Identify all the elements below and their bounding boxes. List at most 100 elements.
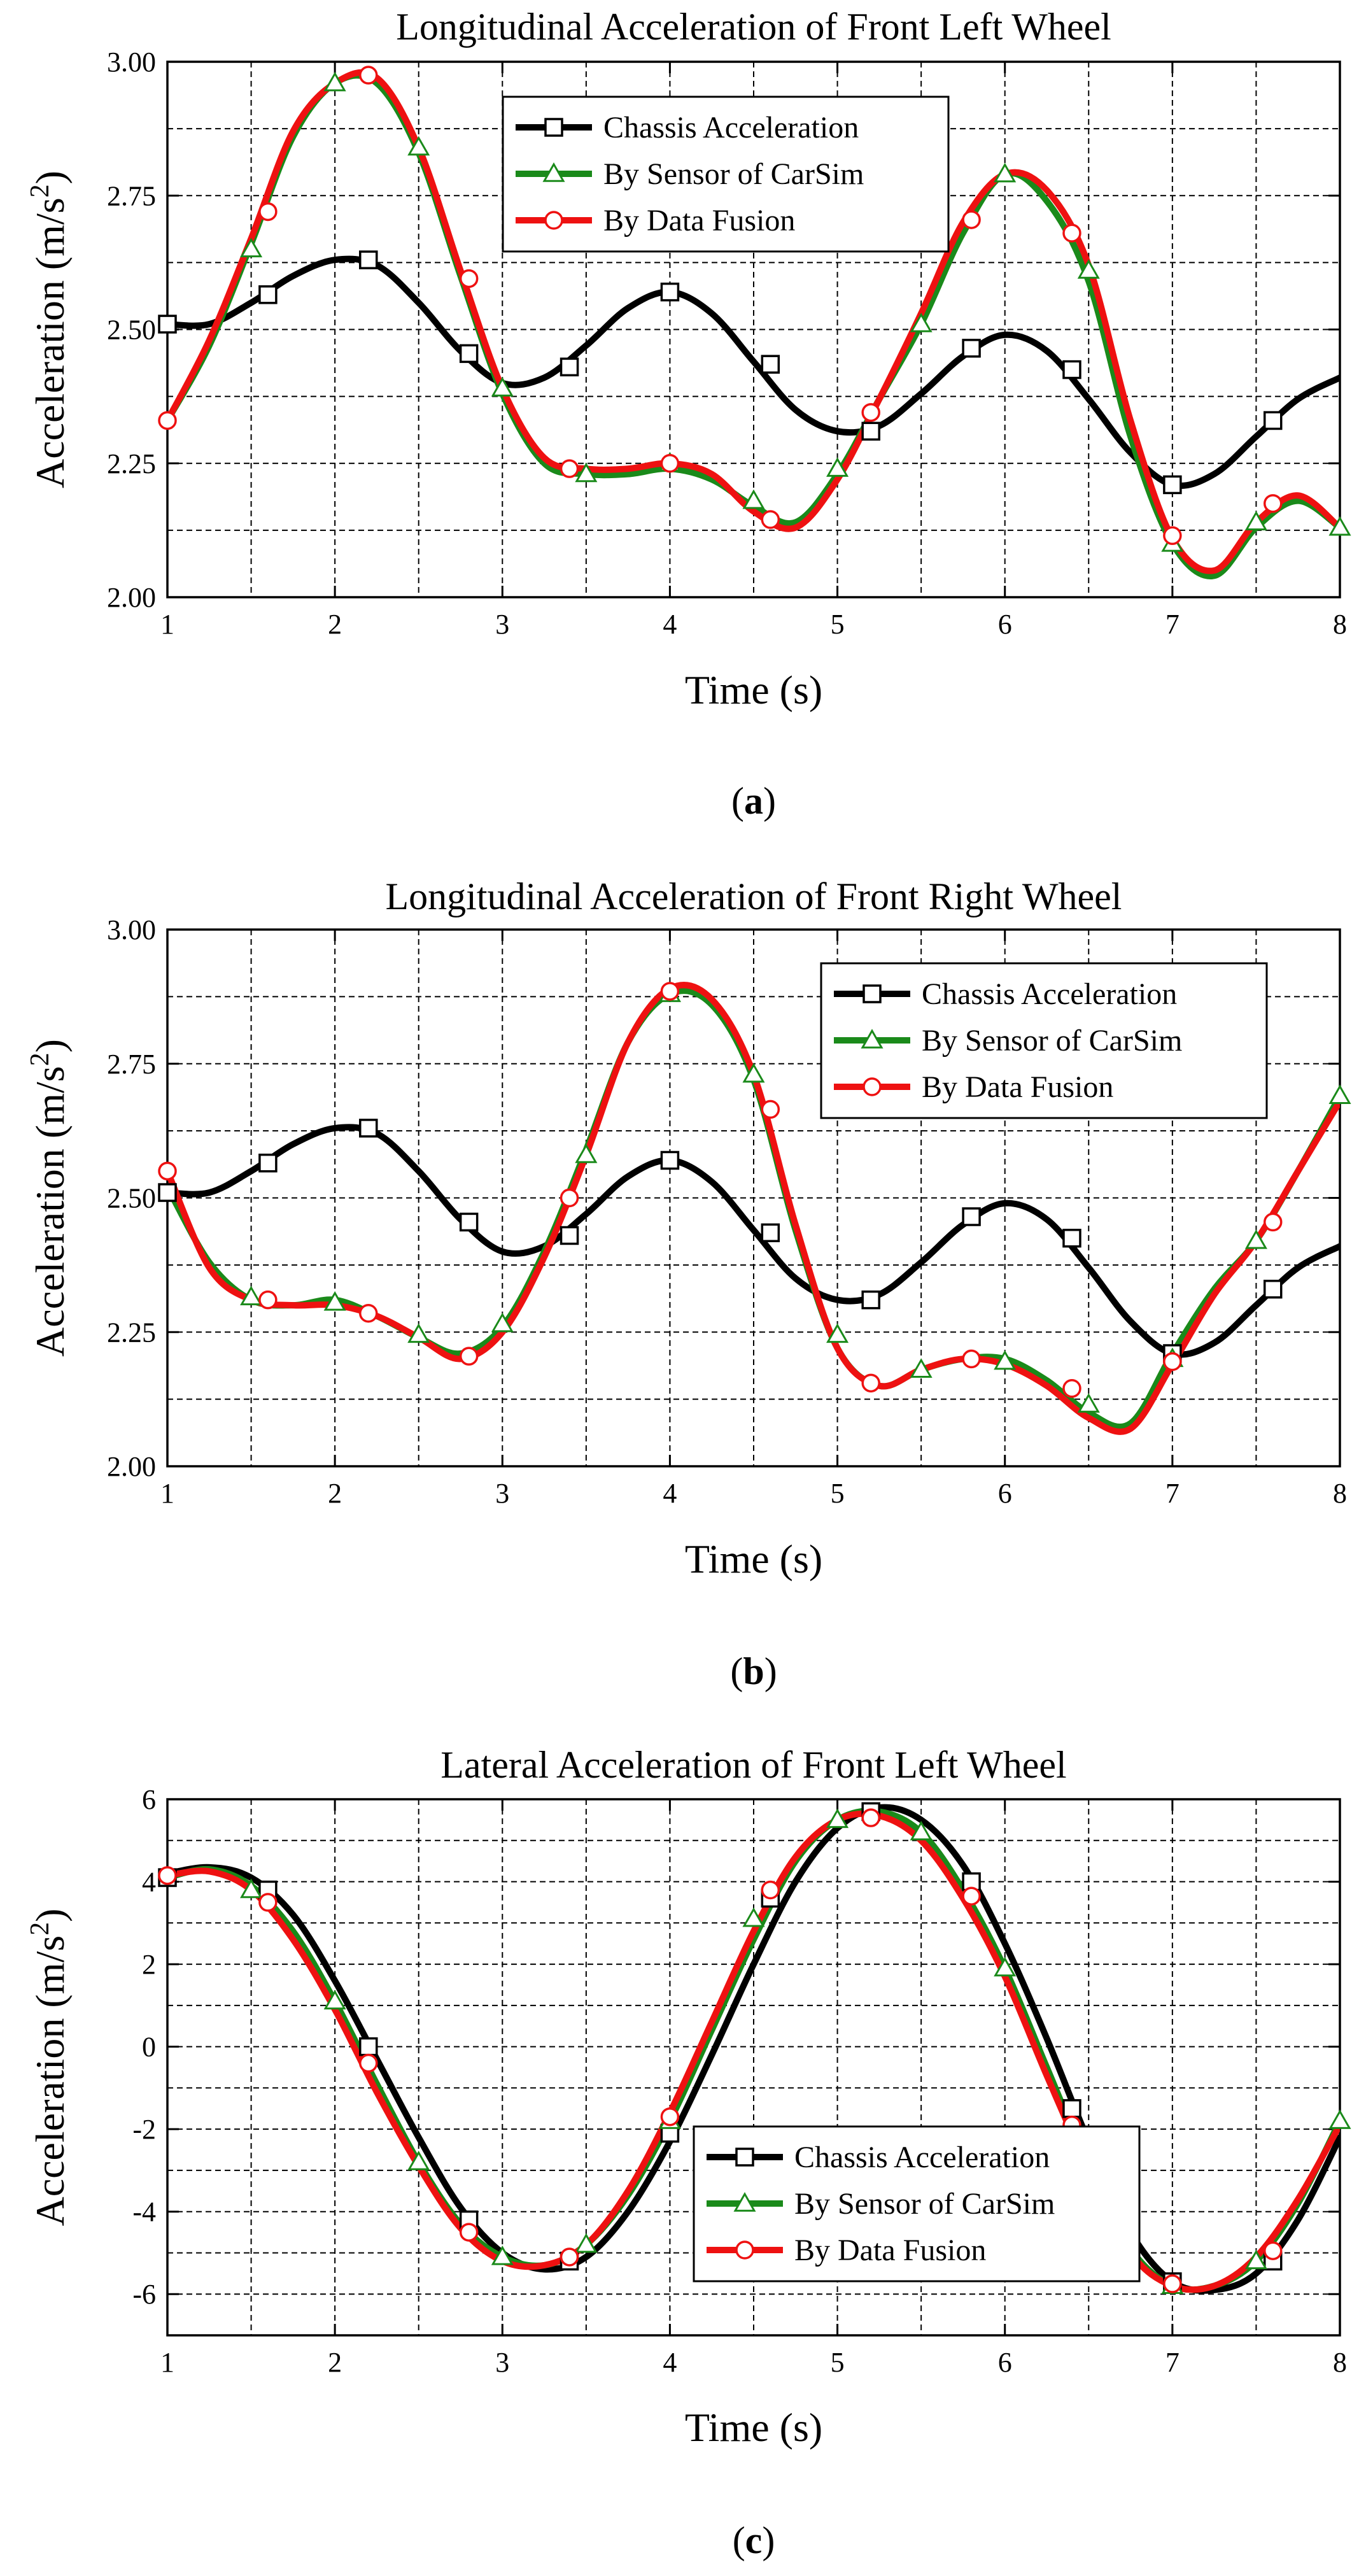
caption-letter: a xyxy=(744,780,763,822)
legend-c: Chassis Acceleration By Sensor of CarSim B… xyxy=(693,2125,1141,2282)
y-axis-label-superscript: 2 xyxy=(25,184,55,197)
data-point-triangle xyxy=(910,1820,933,1841)
y-tick-label: 3.00 xyxy=(107,46,156,78)
caption-open: ( xyxy=(731,780,744,822)
series-line-circle xyxy=(167,69,1340,574)
legend-marker-circle xyxy=(735,2240,754,2260)
data-point-triangle xyxy=(491,2245,514,2265)
ticks-c xyxy=(166,1798,1341,2335)
panel-caption: (c) xyxy=(733,2519,775,2561)
x-tick-label: 5 xyxy=(831,2347,845,2378)
y-tick-label: 4 xyxy=(142,1867,156,1898)
data-point-square xyxy=(761,1223,780,1243)
data-point-circle xyxy=(158,1866,177,1885)
y-axis-label-base: Acceleration (m/s xyxy=(27,1066,73,1357)
legend-a: Chassis Acceleration By Sensor of CarSim B… xyxy=(502,96,950,253)
data-point-circle xyxy=(1263,494,1283,513)
plot-frame-c xyxy=(166,1798,1341,2337)
x-axis-label: Time (s) xyxy=(685,2405,822,2450)
caption-open: ( xyxy=(733,2519,745,2561)
y-tick-label: 0 xyxy=(142,2032,156,2063)
data-point-square xyxy=(1163,475,1182,495)
data-point-triangle xyxy=(742,1907,765,1927)
y-axis-label-close: ) xyxy=(27,171,73,184)
data-point-circle xyxy=(560,2247,579,2267)
chart-panel-a: 1 2 3 4 5 6 7 8 2.00 2.25 2.50 2.75 3.00 Longitudinal… xyxy=(25,6,1351,822)
x-tick-label: 8 xyxy=(1333,1478,1347,1509)
data-point-square xyxy=(359,1119,378,1138)
x-tick-label: 1 xyxy=(160,609,174,640)
legend-marker-circle xyxy=(544,211,563,230)
y-tick-label: 3.00 xyxy=(107,914,156,945)
data-point-triangle xyxy=(826,1808,849,1829)
data-point-triangle xyxy=(1077,259,1100,279)
ticks-b xyxy=(166,928,1341,1468)
data-point-triangle xyxy=(1244,1229,1267,1249)
data-point-triangle xyxy=(407,2150,430,2170)
data-point-triangle xyxy=(742,489,765,509)
data-point-square xyxy=(1062,2099,1081,2118)
legend-label: By Data Fusion xyxy=(794,2233,986,2267)
data-point-square xyxy=(660,1150,680,1170)
data-point-triangle xyxy=(1244,2249,1267,2270)
data-point-triangle xyxy=(1328,1084,1351,1105)
data-point-circle xyxy=(359,2053,378,2073)
chart-panel-c: 1 2 3 4 5 6 7 8 -6 -4 -2 0 2 4 6 Lateral Acceleration o… xyxy=(25,1744,1351,2561)
data-point-triangle xyxy=(575,462,598,483)
y-tick-label: 2.75 xyxy=(107,1049,156,1080)
data-point-square xyxy=(258,1153,278,1173)
data-point-circle xyxy=(1163,1352,1182,1371)
legend-marker-triangle xyxy=(733,2192,756,2212)
data-point-circle xyxy=(1163,526,1182,546)
legend-label: Chassis Acceleration xyxy=(603,111,859,145)
data-point-square xyxy=(459,344,479,364)
y-tick-label: 2.25 xyxy=(107,1317,156,1348)
data-point-triangle xyxy=(1328,516,1351,536)
data-point-square xyxy=(258,285,278,304)
data-point-circle xyxy=(861,403,880,422)
data-point-triangle xyxy=(826,457,849,477)
y-tick-label: 6 xyxy=(142,1784,156,1815)
data-point-circle xyxy=(861,1373,880,1393)
y-axis-label-close: ) xyxy=(27,1909,73,1922)
data-point-triangle xyxy=(491,1312,514,1333)
x-tick-label: 1 xyxy=(160,1478,174,1509)
y-tick-label: 2.00 xyxy=(107,1451,156,1482)
y-tick-label: 2.50 xyxy=(107,315,156,346)
x-tick-label: 3 xyxy=(495,609,509,640)
y-axis-label: Acceleration (m/s2) xyxy=(25,171,73,488)
data-point-circle xyxy=(761,1100,780,1119)
y-tick-label: 2.25 xyxy=(107,448,156,479)
x-tick-label: 7 xyxy=(1165,1478,1179,1509)
data-point-square xyxy=(962,1207,981,1226)
data-point-triangle xyxy=(994,1350,1017,1370)
legend-label: By Data Fusion xyxy=(922,1070,1113,1104)
x-tick-label: 4 xyxy=(663,2347,677,2378)
x-tick-label: 4 xyxy=(663,609,677,640)
data-point-square xyxy=(560,1226,579,1245)
data-point-circle xyxy=(962,1349,981,1369)
data-point-square xyxy=(861,1290,880,1310)
data-point-square xyxy=(1062,1228,1081,1248)
data-point-triangle xyxy=(826,1323,849,1343)
data-point-square xyxy=(962,339,981,358)
data-point-circle xyxy=(660,2107,680,2127)
data-point-triangle xyxy=(407,1323,430,1343)
data-point-square xyxy=(359,250,378,269)
data-point-circle xyxy=(1163,2274,1182,2293)
x-tick-label: 5 xyxy=(831,609,845,640)
data-point-square xyxy=(1263,1280,1283,1299)
data-point-square xyxy=(761,355,780,374)
legend-label: By Sensor of CarSim xyxy=(922,1024,1182,1058)
x-tick-label: 2 xyxy=(328,1478,342,1509)
x-tick-label: 5 xyxy=(831,1478,845,1509)
caption-close: ) xyxy=(764,1650,777,1692)
data-point-circle xyxy=(359,66,378,85)
data-point-circle xyxy=(1263,1212,1283,1232)
data-point-triangle xyxy=(742,1063,765,1083)
data-point-circle xyxy=(660,982,680,1001)
legend-marker-circle xyxy=(863,1077,882,1096)
data-point-circle xyxy=(459,2223,479,2242)
y-axis-label-superscript: 2 xyxy=(25,1052,55,1066)
